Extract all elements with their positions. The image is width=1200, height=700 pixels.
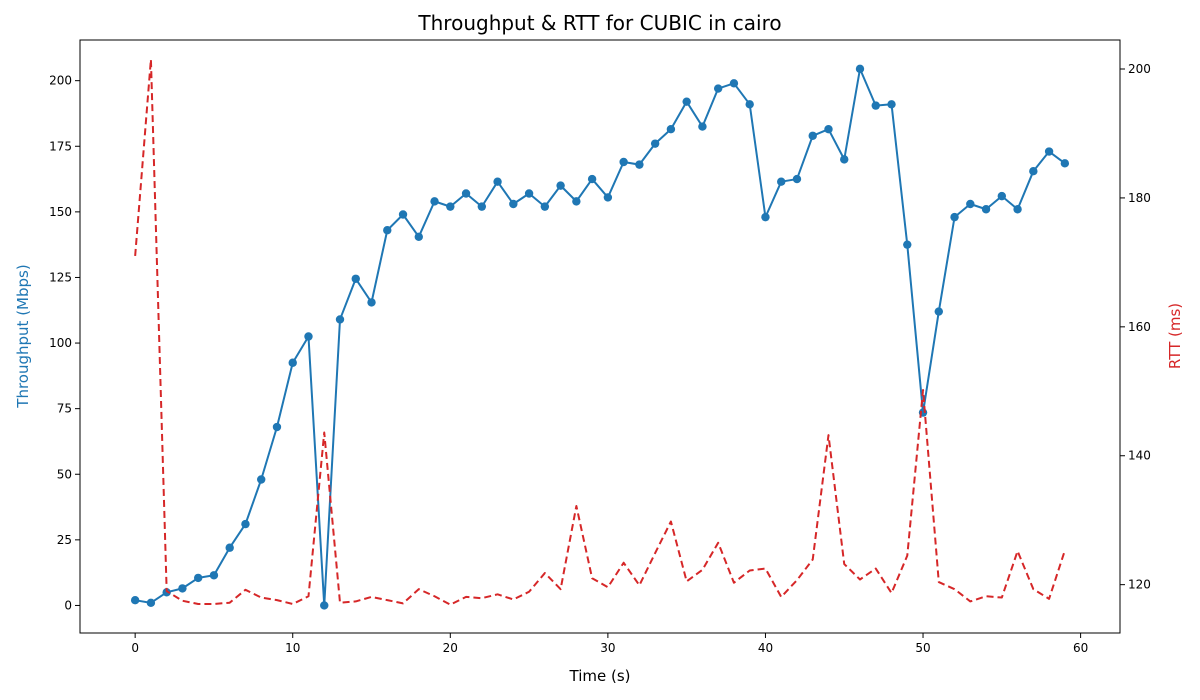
throughput-point [871,101,880,110]
y-right-tick-label: 160 [1128,320,1151,334]
throughput-point [209,571,219,580]
plot-area [130,58,1070,610]
throughput-point [430,197,439,206]
throughput-point [524,189,534,198]
throughput-point [635,160,644,169]
y-left-tick-label: 50 [57,467,72,481]
throughput-point [225,543,234,552]
throughput-point [461,189,471,198]
throughput-point [682,97,691,106]
throughput-point [666,125,676,134]
throughput-point [572,197,581,206]
throughput-point [1044,147,1054,156]
throughput-point [840,155,849,164]
y-right-tick-label: 120 [1128,578,1151,592]
throughput-series-line [134,67,1066,607]
throughput-point [351,274,360,283]
throughput-point [887,100,896,109]
throughput-point [288,358,297,367]
x-tick-label: 50 [915,641,930,655]
throughput-point [335,315,345,324]
throughput-point [792,174,802,184]
throughput-point [698,122,707,131]
throughput-point [1013,205,1022,214]
y-axis-left-label: Throughput (Mbps) [14,264,32,408]
throughput-point [320,601,329,610]
throughput-point [304,332,313,341]
x-tick-label: 60 [1073,641,1088,655]
y-axis-right-label: RTT (ms) [1166,303,1184,369]
y-axis-right: 120 140 160 180 200 [1120,62,1151,592]
throughput-point [414,232,423,241]
throughput-point [540,202,550,211]
throughput-point [178,584,187,593]
throughput-point [446,202,455,211]
y-right-tick-label: 140 [1128,449,1151,463]
throughput-point [398,210,408,219]
throughput-point [761,212,770,222]
throughput-point [713,84,723,93]
throughput-point [997,191,1007,201]
throughput-point [981,205,991,214]
throughput-point [1060,159,1070,168]
x-tick-label: 40 [758,641,773,655]
plot-frame [79,39,1121,634]
y-left-tick-label: 175 [49,139,72,153]
throughput-point [130,596,140,605]
x-axis-label: Time (s) [569,667,631,685]
throughput-point [383,226,392,235]
throughput-point [1029,166,1038,176]
y-left-tick-label: 200 [49,74,72,88]
y-right-tick-label: 200 [1128,62,1151,76]
rtt-series-line [134,58,1066,606]
x-tick-label: 0 [131,641,139,655]
throughput-point [477,202,487,211]
throughput-point [950,212,959,222]
throughput-point [729,79,739,88]
y-right-tick-label: 180 [1128,191,1151,205]
throughput-point [650,139,660,148]
x-tick-label: 10 [285,641,300,655]
x-axis: 0 10 20 30 40 50 60 [131,633,1088,655]
throughput-point [367,298,376,307]
throughput-point [162,588,171,597]
x-tick-label: 20 [443,641,458,655]
y-left-tick-label: 0 [64,598,72,612]
throughput-point [193,573,203,583]
throughput-point [241,519,250,529]
throughput-point [556,181,565,190]
throughput-point [966,199,975,209]
y-left-tick-label: 150 [49,205,72,219]
throughput-point [493,177,502,186]
throughput-point [509,199,518,209]
y-left-tick-label: 100 [49,336,72,350]
y-left-tick-label: 75 [57,402,72,416]
y-axis-left: 0 25 50 75 100 125 150 175 200 [49,74,80,612]
throughput-point [603,193,613,202]
throughput-point [272,422,282,432]
throughput-point [934,307,943,316]
throughput-point [903,240,912,249]
y-left-tick-label: 25 [57,533,72,547]
throughput-point [257,475,266,484]
y-left-tick-label: 125 [49,270,72,284]
throughput-point [824,125,833,134]
throughput-point [587,174,597,184]
throughput-point [855,64,865,74]
throughput-point [146,598,156,608]
throughput-point [777,177,786,186]
x-tick-label: 30 [600,641,615,655]
throughput-point [619,157,628,167]
chart-title: Throughput & RTT for CUBIC in cairo [417,11,781,35]
throughput-point [808,131,817,140]
throughput-point [745,100,754,109]
